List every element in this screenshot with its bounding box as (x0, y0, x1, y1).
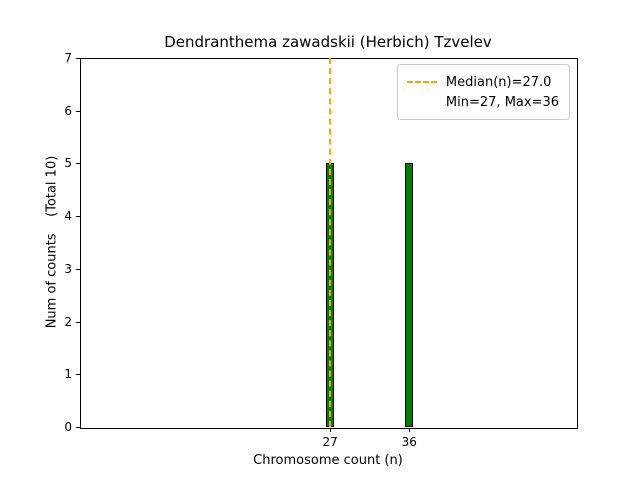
y-tick-mark (76, 427, 80, 428)
y-tick-mark (76, 110, 80, 112)
y-tick-label: 2 (64, 314, 72, 329)
legend-label-minmax: Min=27, Max=36 (445, 94, 559, 110)
y-tick-label: 4 (64, 209, 72, 224)
y-tick-label: 1 (64, 367, 72, 382)
legend: Median(n)=27.0 Min=27, Max=36 (396, 64, 570, 120)
y-tick-label: 5 (64, 156, 72, 171)
legend-label-median: Median(n)=27.0 (445, 74, 552, 90)
x-tick-mark (330, 428, 332, 432)
median-line (329, 58, 332, 427)
y-tick-mark (76, 216, 80, 218)
y-tick-label: 7 (64, 51, 72, 65)
y-tick-label: 0 (64, 420, 72, 434)
y-tick-mark (76, 321, 80, 323)
x-tick-label: 27 (322, 435, 338, 449)
median-dashed-line-icon (406, 81, 437, 83)
x-axis-label: Chromosome count (n) (253, 453, 403, 468)
y-tick-label: 6 (64, 103, 72, 118)
y-axis-label: Num of counts (Total 10) (44, 155, 60, 329)
x-tick-label: 36 (401, 435, 417, 449)
y-tick-label: 3 (64, 261, 72, 276)
legend-entry-minmax: Min=27, Max=36 (407, 92, 559, 112)
y-tick-mark (76, 163, 80, 165)
y-tick-mark (76, 58, 80, 59)
legend-entry-median: Median(n)=27.0 (406, 72, 559, 92)
y-tick-mark (76, 374, 80, 376)
x-tick-mark (409, 428, 411, 432)
y-tick-mark (76, 268, 80, 270)
bar (405, 163, 414, 427)
chart-title: Dendranthema zawadskii (Herbich) Tzvelev (164, 33, 492, 51)
